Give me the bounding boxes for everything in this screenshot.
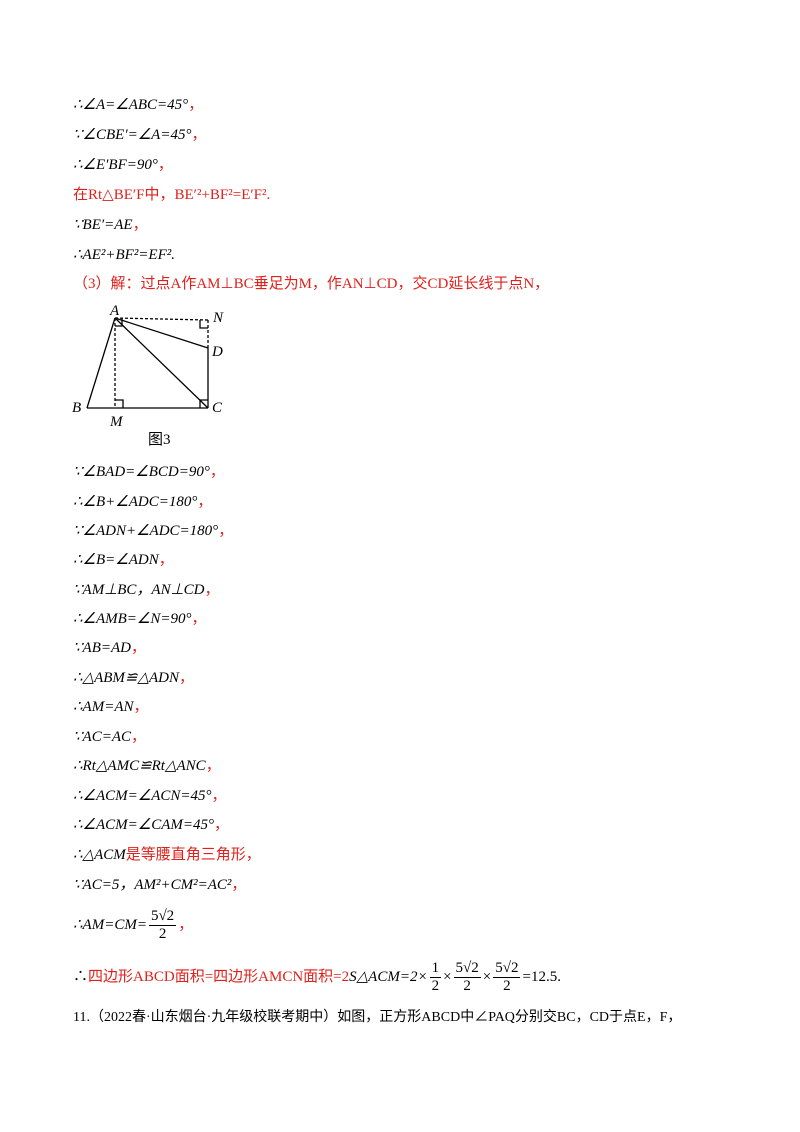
line: ∵∠CBE′=∠A=45°，: [73, 125, 206, 145]
punct: ，: [205, 758, 221, 774]
punct: ，: [178, 916, 194, 933]
math: ×: [443, 968, 452, 985]
math: ∵AB=AD: [73, 640, 131, 656]
line: ∴∠ACM=∠CAM=45°，: [73, 815, 229, 835]
math: ∵AM⊥BC，AN⊥CD: [73, 582, 205, 598]
line: （3）解：过点A作AM⊥BC垂足为M，作AN⊥CD，交CD延长线于点N，: [73, 274, 549, 294]
math: ∴△ABM≌△ADN: [73, 670, 180, 686]
line: ∵AB=AD，: [73, 638, 146, 658]
line: ∵AC=AC，: [73, 727, 146, 747]
numerator: 5√2: [493, 960, 521, 978]
line: ∴∠ACM=∠ACN=45°，: [73, 786, 227, 806]
text: 四边形ABCD面积=四边形AMCN面积=2: [88, 968, 350, 985]
denominator: 2: [158, 926, 167, 942]
line: ∴△ABM≌△ADN，: [73, 668, 194, 688]
punct: ，: [157, 157, 173, 173]
math: ∴∠ACM=∠CAM=45°: [73, 817, 215, 833]
math: ∵AC=AC: [73, 729, 132, 745]
caption: 图3: [148, 431, 171, 448]
point-label: A: [109, 303, 120, 319]
fraction: 5√2 2: [148, 908, 177, 943]
math: ∵BE′=AE: [73, 217, 133, 233]
math: =12.5.: [522, 968, 561, 985]
math: ∴∠E′BF=90°: [73, 157, 158, 173]
math: ∴∠B=∠ADN: [73, 552, 159, 568]
punct: ，: [188, 97, 204, 113]
line: ∵BE′=AE，: [73, 215, 148, 235]
math: ∴AM=AN: [73, 699, 134, 715]
numerator: 1: [429, 960, 442, 978]
math: ∵∠CBE′=∠A=45°: [73, 127, 192, 143]
math: ∵AC=5，AM²+CM²=AC²: [73, 877, 232, 893]
math: ∴AM=CM=: [73, 916, 147, 933]
math: ∴AE²+BF²=EF².: [73, 247, 176, 263]
punct: ，: [214, 817, 230, 833]
line: ∴∠B+∠ADC=180°，: [73, 492, 212, 512]
point-label: M: [109, 414, 124, 430]
math: ∵∠BAD=∠BCD=90°: [73, 464, 210, 480]
math: S△ACM=2×: [349, 968, 428, 985]
line: ∴四边形ABCD面积=四边形AMCN面积=2S△ACM=2× 1 2 × 5√2 2 × 5√…: [73, 960, 561, 995]
line: ∴Rt△AMC≌Rt△ANC，: [73, 756, 221, 776]
punct: ，: [218, 523, 234, 539]
punct: ，: [131, 640, 147, 656]
math: ∴∠ACM=∠ACN=45°: [73, 788, 212, 804]
line: ∴∠A=∠ABC=45°，: [73, 95, 203, 115]
numerator: 5√2: [453, 960, 481, 978]
line: ∴∠AMB=∠N=90°，: [73, 609, 207, 629]
numerator: 5√2: [148, 908, 177, 926]
text: （3）解：过点A作AM⊥BC垂足为M，作AN⊥CD，交CD延长线于点N，: [73, 276, 550, 292]
line: ∵AM⊥BC，AN⊥CD，: [73, 580, 220, 600]
punct: ，: [209, 464, 225, 480]
punct: ，: [191, 611, 207, 627]
text: 是等腰直角三角形，: [125, 847, 261, 863]
point-label: N: [212, 310, 224, 326]
punct: ，: [179, 670, 195, 686]
line: ∴AE²+BF²=EF².: [73, 245, 175, 265]
line: ∵AC=5，AM²+CM²=AC²，: [73, 875, 246, 895]
point-label: D: [211, 344, 223, 360]
denominator: 2: [463, 978, 471, 994]
math: ∴∠A=∠ABC=45°: [73, 97, 189, 113]
line: ∴AM=AN，: [73, 697, 149, 717]
figure: A N D B M C 图3: [72, 303, 224, 448]
punct: ，: [197, 494, 213, 510]
math: ∵∠ADN+∠ADC=180°: [73, 523, 219, 539]
punct: ，: [191, 127, 207, 143]
punct: ，: [132, 217, 148, 233]
line: 11.（2022春·山东烟台·九年级校联考期中）如图，正方形ABCD中∠PAQ分…: [73, 1008, 681, 1028]
line: ∴∠B=∠ADN，: [73, 550, 174, 570]
punct: ，: [211, 788, 227, 804]
math: ∴: [73, 968, 89, 985]
math: ∴Rt△AMC≌Rt△ANC: [73, 758, 206, 774]
fraction: 5√2 2: [493, 960, 521, 995]
punct: ，: [231, 877, 247, 893]
fraction: 5√2 2: [453, 960, 481, 995]
line: ∴△ACM是等腰直角三角形，: [73, 845, 261, 865]
punct: ，: [133, 699, 149, 715]
line: ∵∠BAD=∠BCD=90°，: [73, 462, 225, 482]
point-label: B: [72, 400, 81, 416]
punct: ，: [158, 552, 174, 568]
text: 在Rt△BE′F中，BE′²+BF²=E′F².: [73, 187, 271, 203]
math: ∴∠B+∠ADC=180°: [73, 494, 198, 510]
line: ∵∠ADN+∠ADC=180°，: [73, 521, 233, 541]
line: ∴AM=CM= 5√2 2，: [73, 908, 193, 943]
line: 在Rt△BE′F中，BE′²+BF²=E′F².: [73, 185, 270, 205]
math: ∴∠AMB=∠N=90°: [73, 611, 192, 627]
denominator: 2: [431, 978, 440, 994]
denominator: 2: [503, 978, 511, 994]
math: ×: [482, 968, 492, 985]
line: ∴∠E′BF=90°，: [73, 155, 173, 175]
punct: ，: [204, 582, 220, 598]
question: 11.（2022春·山东烟台·九年级校联考期中）如图，正方形ABCD中∠PAQ分…: [73, 1010, 682, 1025]
math: ∴△ACM: [73, 847, 126, 863]
point-label: C: [212, 400, 223, 416]
punct: ，: [131, 729, 147, 745]
